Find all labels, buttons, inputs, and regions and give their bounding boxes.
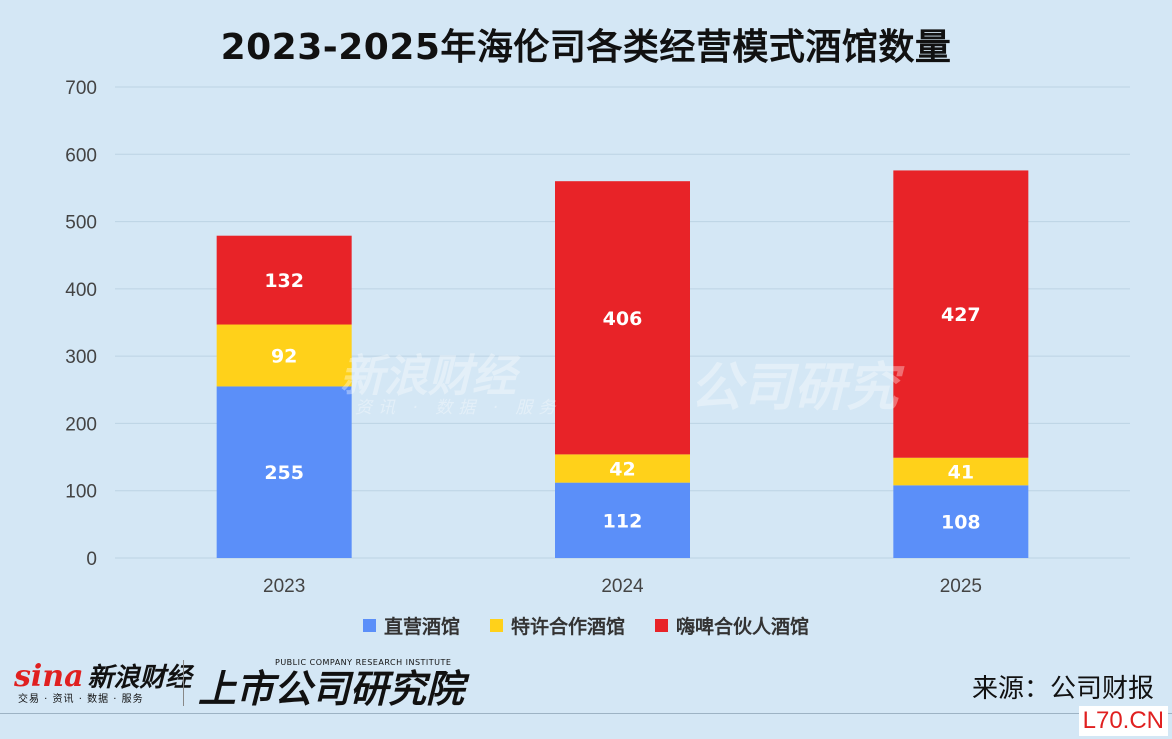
corner-mark: L70.CN	[1079, 706, 1168, 736]
legend-label-direct: 直营酒馆	[384, 612, 460, 639]
data-label: 108	[941, 512, 981, 534]
data-label: 92	[271, 345, 297, 367]
y-tick-label: 300	[65, 347, 97, 368]
sina-logo: sina 新浪财经	[14, 657, 192, 694]
watermark-sina-sub: 资讯 · 数据 · 服务	[355, 393, 561, 418]
y-tick-label: 0	[86, 549, 97, 570]
y-tick-label: 400	[65, 280, 97, 301]
y-tick-label: 200	[65, 414, 97, 435]
x-tick-label: 2023	[263, 576, 305, 597]
data-label: 132	[264, 270, 304, 292]
y-tick-label: 600	[65, 145, 97, 166]
stacked-bar-chart: 0 100 200 300 400 500 600 700 255 92 132 112 42 406 1…	[0, 0, 1172, 600]
sina-logo-cn: 新浪财经	[88, 657, 192, 694]
legend-item-partner: 嗨啤合伙人酒馆	[655, 612, 809, 639]
data-label: 406	[603, 308, 643, 330]
y-tick-label: 500	[65, 213, 97, 234]
legend-label-franchise: 特许合作酒馆	[511, 612, 625, 639]
sina-logo-word: sina	[14, 659, 84, 694]
data-label: 112	[603, 510, 643, 532]
source-note: 来源：公司财报	[972, 668, 1154, 705]
chart-legend: 直营酒馆 特许合作酒馆 嗨啤合伙人酒馆	[0, 612, 1172, 639]
pcri-logo-en: PUBLIC COMPANY RESEARCH INSTITUTE	[275, 658, 451, 667]
legend-swatch-franchise	[490, 619, 503, 632]
data-label: 255	[264, 462, 304, 484]
legend-swatch-partner	[655, 619, 668, 632]
sina-logo-sub: 交易 · 资讯 · 数据 · 服务	[18, 690, 144, 705]
y-tick-label: 700	[65, 78, 97, 99]
x-tick-label: 2025	[940, 576, 982, 597]
legend-item-direct: 直营酒馆	[363, 612, 460, 639]
legend-item-franchise: 特许合作酒馆	[490, 612, 625, 639]
data-label: 42	[609, 459, 635, 481]
data-label: 427	[941, 304, 981, 326]
logo-divider	[183, 660, 184, 706]
footer-divider	[0, 713, 1172, 714]
watermark-pcri: 公司研究	[690, 345, 898, 420]
legend-label-partner: 嗨啤合伙人酒馆	[676, 612, 809, 639]
x-tick-label: 2024	[601, 576, 644, 597]
data-label: 41	[948, 462, 974, 484]
legend-swatch-direct	[363, 619, 376, 632]
y-tick-label: 100	[65, 482, 97, 503]
